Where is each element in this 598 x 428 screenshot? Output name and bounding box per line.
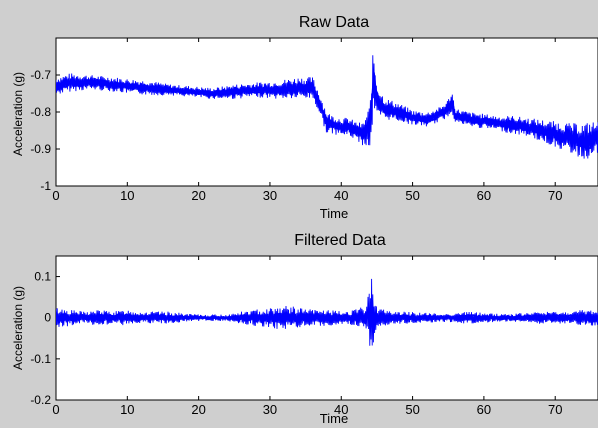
x-tick-label: 0 [52,402,59,417]
x-tick-label: 40 [334,188,348,203]
x-tick-label: 0 [52,188,59,203]
filtered-data-title: Filtered Data [294,232,386,249]
y-tick-label: -0.8 [30,105,51,119]
raw-data-plot-area [55,37,598,187]
filtered-data-plot-area [55,255,598,401]
filtered-data-xlabel: Time [320,411,348,426]
x-tick-label: 70 [548,402,562,417]
raw-data-ylabel: Acceleration (g) [11,72,25,156]
x-tick-label: 10 [120,188,134,203]
y-tick-label: -1 [40,179,51,193]
x-tick-label: 20 [191,402,205,417]
raw-data-xlabel: Time [320,206,348,221]
filtered-data-marks: 0 10 20 30 40 50 60 70 -0.2 -0.1 0 0.1 [30,256,598,417]
y-tick-label: -0.9 [30,142,51,156]
x-tick-label: 30 [263,188,277,203]
y-tick-label: -0.2 [30,393,51,407]
raw-data-axes: Raw Data Time Acceleration (g) 0 10 20 30 40… [11,14,598,221]
y-tick-label: 0.1 [34,270,51,284]
y-tick-label: -0.7 [30,68,51,82]
x-tick-label: 60 [477,188,491,203]
x-tick-label: 40 [334,402,348,417]
raw-data-title: Raw Data [299,14,369,31]
x-tick-label: 60 [477,402,491,417]
x-tick-label: 30 [263,402,277,417]
x-tick-label: 20 [191,188,205,203]
signal-core-line [56,300,598,332]
y-tick-label: -0.1 [30,352,51,366]
x-tick-label: 50 [405,402,419,417]
filtered-data-axes: Filtered Data Time Acceleration (g) 0 10 2… [11,232,598,426]
x-tick-label: 50 [405,188,419,203]
x-tick-label: 70 [548,188,562,203]
y-tick-label: 0 [44,311,51,325]
filtered-data-ylabel: Acceleration (g) [11,286,25,370]
x-tick-label: 10 [120,402,134,417]
signal-core-line [56,72,598,150]
raw-data-marks: 0 10 20 30 40 50 60 70 -1 -0.9 -0.8 -0.7 [30,38,598,203]
